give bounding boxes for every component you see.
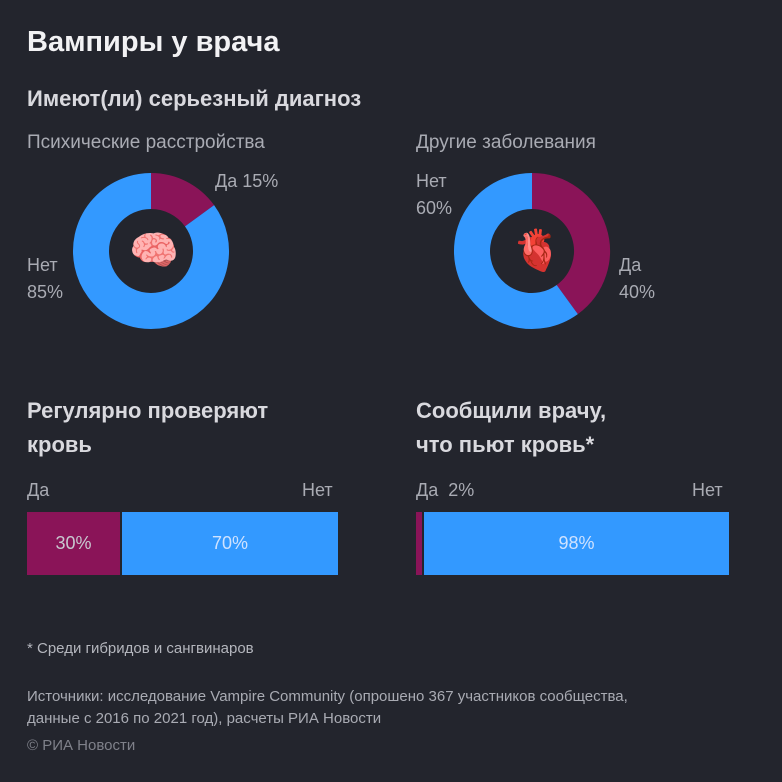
donut-left-no-word: Нет (27, 255, 58, 275)
donut-right-chart (454, 173, 610, 329)
donut-left-no-value: 85% (27, 282, 64, 302)
bar-left-chart: 30% 70% (27, 512, 338, 575)
donut-right-title: Другие заболевания (416, 132, 596, 153)
donut-right-yes-label: Да 40% (619, 252, 655, 306)
page-subtitle: Имеют(ли) серьезный диагноз (27, 86, 362, 111)
donut-right-no-word: Нет (416, 171, 447, 191)
donut-right-slice-yes (531, 173, 610, 315)
bar-right-title: Сообщили врачу, что пьют кровь* (416, 394, 606, 462)
bar-right-title-line2: что пьют кровь* (416, 432, 595, 457)
bar-right-no-end: Нет (692, 480, 723, 500)
bar-left-no-value: 70% (211, 533, 249, 553)
donut-left-chart (73, 173, 229, 329)
page-title: Вампиры у врача (27, 26, 280, 58)
bar-left-yes-value: 30% (55, 533, 92, 553)
heart-icon: 🫀 (512, 229, 562, 273)
donut-right-slice-no (454, 173, 578, 329)
source-line2: данные с 2016 по 2021 год), расчеты РИА … (27, 710, 382, 727)
bar-right-title-line1: Сообщили врачу, (416, 398, 607, 423)
bar-right-chart: 98% (416, 512, 729, 575)
bar-left-title: Регулярно проверяют кровь (27, 394, 268, 462)
donut-right-no-value: 60% (416, 198, 453, 218)
donut-right-arcs (454, 173, 610, 329)
bar-left-title-line2: кровь (27, 432, 92, 457)
footnote: * Среди гибридов и сангвинаров (27, 640, 254, 657)
bar-right-yes-value: 2% (448, 480, 475, 500)
bar-left-no-segment: 70% (122, 512, 338, 575)
bar-right-yes-end: Да 2% (416, 480, 474, 501)
donut-left-no-label: Нет 85% (27, 252, 63, 306)
brain-icon: 🧠 (129, 229, 179, 273)
donut-right-yes-value: 40% (619, 282, 656, 302)
bar-left-yes-end: Да (27, 480, 50, 500)
bar-right-yes-segment (416, 512, 422, 575)
donut-left-yes-label: Да 15% (215, 171, 279, 191)
donut-right-no-label: Нет 60% (416, 168, 452, 222)
donut-left-arcs (73, 173, 229, 329)
bar-right-yes-word: Да (416, 480, 439, 500)
donut-left-slice-no (73, 173, 229, 329)
source-note: Источники: исследование Vampire Communit… (27, 686, 727, 730)
bar-left-no-end: Нет (302, 480, 333, 500)
source-line1: Источники: исследование Vampire Communit… (27, 688, 628, 705)
bar-left-yes-segment: 30% (27, 512, 120, 575)
copyright: © РИА Новости (27, 737, 136, 754)
donut-left-slice-yes (150, 173, 215, 228)
donut-right-yes-word: Да (619, 255, 642, 275)
bar-right-no-value: 98% (558, 533, 595, 553)
donut-left-title: Психические расстройства (27, 132, 265, 153)
bar-right-no-segment: 98% (424, 512, 729, 575)
bar-left-title-line1: Регулярно проверяют (27, 398, 269, 423)
